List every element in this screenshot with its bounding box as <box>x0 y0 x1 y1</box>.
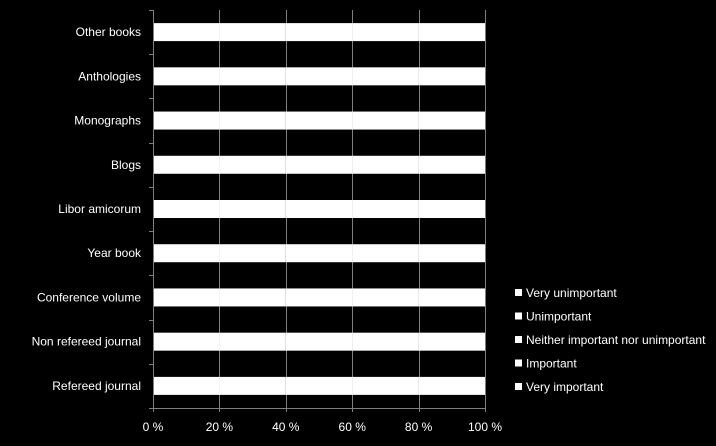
bar-segment <box>153 200 220 218</box>
bar-segment <box>153 23 220 42</box>
bar-segment <box>219 332 286 351</box>
bar-segment <box>418 332 485 351</box>
legend-swatch <box>515 336 522 343</box>
bar-segment <box>285 23 353 42</box>
legend-item: Neither important nor unimportant <box>515 333 706 347</box>
category-label: Non refereed journal <box>32 335 141 349</box>
bar-segment <box>285 67 353 86</box>
bar-segment <box>418 67 485 86</box>
bar-segment <box>418 200 485 218</box>
bar-segment <box>285 244 353 263</box>
bar-segment <box>418 155 485 174</box>
x-tick-label: 80 % <box>405 420 433 434</box>
bar-segment <box>285 332 353 351</box>
legend-label: Neither important nor unimportant <box>526 333 706 347</box>
legend-item: Unimportant <box>515 310 592 324</box>
bar-segment <box>219 200 286 218</box>
bar-segment <box>219 67 286 86</box>
bar-segment <box>352 23 419 42</box>
bar-segment <box>153 111 220 130</box>
bar-segment <box>153 376 220 395</box>
bar-segment <box>153 288 220 307</box>
bar-segment <box>352 332 419 351</box>
bar-segment <box>352 200 419 218</box>
category-label: Year book <box>87 246 142 260</box>
legend-label: Very important <box>526 380 604 394</box>
bar-segment <box>219 288 286 307</box>
category-label: Other books <box>76 25 141 39</box>
category-label: Libor amicorum <box>58 202 141 216</box>
legend-swatch <box>515 359 522 367</box>
category-labels: Refereed journal Non refereed journal Conf… <box>32 25 142 393</box>
bar-segment <box>352 244 419 263</box>
bar-segment <box>285 288 353 307</box>
bar-segment <box>219 111 286 130</box>
bar-segment <box>219 244 286 263</box>
legend-item: Very important <box>515 380 604 394</box>
category-label: Refereed journal <box>52 379 141 393</box>
bar-segment <box>418 111 485 130</box>
bar-segment <box>352 155 419 174</box>
bar-segment <box>219 155 286 174</box>
legend-item: Very unimportant <box>515 286 617 300</box>
legend: Very unimportant Unimportant Neither impor… <box>515 286 706 394</box>
bar-segment <box>219 23 286 42</box>
x-tick-labels: 0 % 20 % 40 % 60 % 80 % 100 % <box>143 420 503 434</box>
category-label: Anthologies <box>78 69 141 83</box>
bar-segment <box>418 288 485 307</box>
bar-segment <box>153 332 220 351</box>
bar-segment <box>285 155 353 174</box>
category-label: Conference volume <box>37 290 141 304</box>
x-tick-label: 40 % <box>272 420 300 434</box>
bar-segment <box>219 376 286 395</box>
bar-segment <box>418 376 485 395</box>
legend-item: Important <box>515 357 577 371</box>
x-tick-label: 0 % <box>143 420 164 434</box>
bar-segment <box>153 155 220 174</box>
bar-segment <box>153 244 220 263</box>
category-label: Monographs <box>74 114 141 128</box>
x-tick-label: 100 % <box>468 420 502 434</box>
bar-segment <box>285 111 353 130</box>
axes <box>149 10 486 412</box>
x-tick-label: 60 % <box>339 420 367 434</box>
x-tick-label: 20 % <box>206 420 234 434</box>
legend-swatch <box>515 383 522 390</box>
bar-segment <box>352 111 419 130</box>
bar-segment <box>285 376 353 395</box>
bar-segment <box>352 288 419 307</box>
bar-segment <box>285 200 353 218</box>
bar-segment <box>153 67 220 86</box>
legend-swatch <box>515 312 522 320</box>
bar-segment <box>418 23 485 42</box>
bar-segment <box>352 376 419 395</box>
bars <box>153 23 485 395</box>
legend-label: Very unimportant <box>526 286 617 300</box>
legend-label: Unimportant <box>526 310 592 324</box>
legend-label: Important <box>526 357 577 371</box>
bar-segment <box>418 244 485 263</box>
legend-swatch <box>515 289 522 296</box>
category-label: Blogs <box>111 158 141 172</box>
bar-segment <box>352 67 419 86</box>
